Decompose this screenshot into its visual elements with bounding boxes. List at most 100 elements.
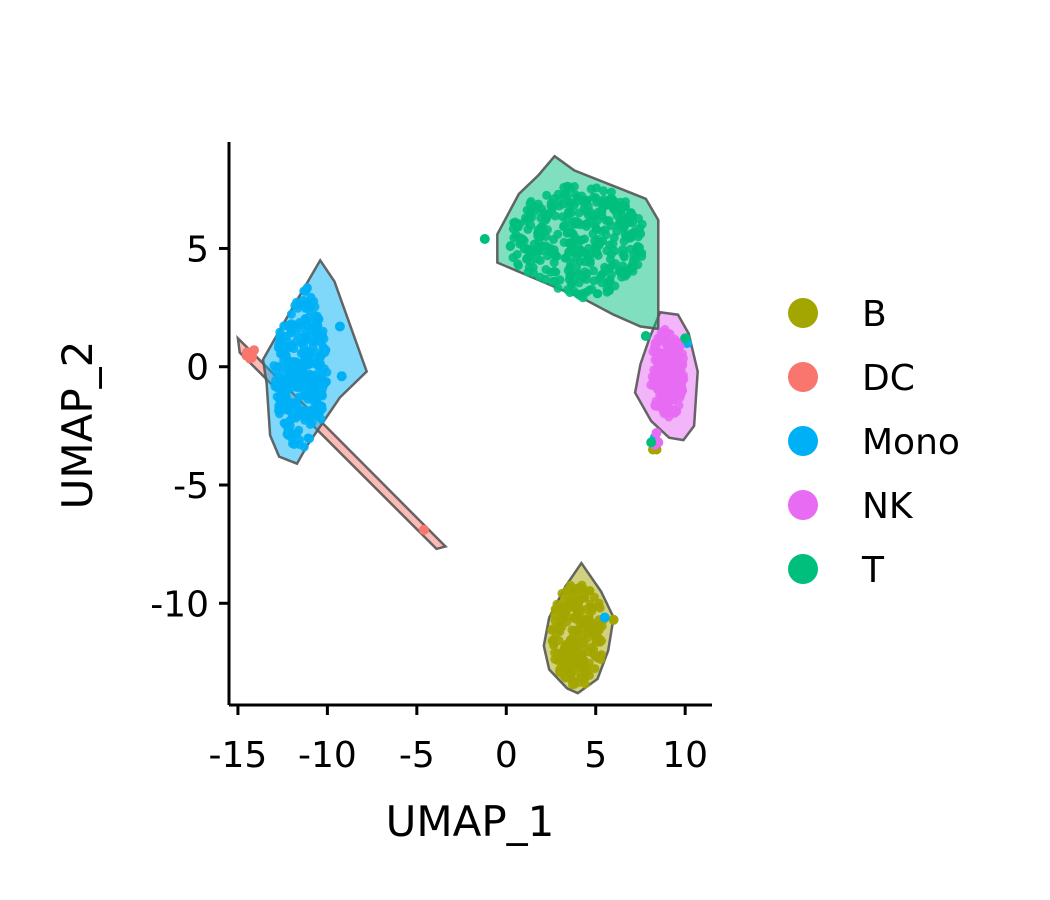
point-mono (281, 395, 291, 405)
point-t (551, 267, 561, 277)
legend-marker-dc (788, 362, 818, 392)
point-t (589, 266, 598, 276)
point-t (591, 248, 601, 258)
point-t (566, 208, 576, 218)
point-b (565, 651, 575, 661)
point-mono (318, 384, 328, 394)
point-nk (663, 367, 673, 377)
point-mono (275, 327, 285, 337)
point-t (600, 225, 610, 235)
point-mono (293, 303, 303, 313)
point-mono (315, 351, 325, 361)
point-nk (651, 428, 662, 438)
point-t (557, 212, 567, 222)
point-t (616, 205, 626, 215)
point-b (594, 598, 604, 608)
point-t (574, 208, 584, 218)
point-t (536, 213, 546, 223)
point-mono (279, 356, 289, 366)
point-t (550, 276, 560, 286)
legend-marker-mono (788, 426, 818, 456)
point-t (592, 183, 601, 193)
point-t (542, 190, 552, 200)
point-mono (321, 345, 331, 355)
point-b (590, 664, 600, 674)
point-b (550, 648, 560, 658)
point-t (532, 254, 542, 264)
point-t (593, 207, 603, 217)
point-t (680, 333, 691, 344)
point-b (577, 594, 587, 604)
point-b (574, 678, 584, 687)
point-mono (300, 336, 310, 346)
point-t (614, 219, 624, 228)
point-b (585, 620, 595, 629)
point-t (563, 285, 572, 295)
point-b (585, 599, 595, 609)
point-t (567, 239, 577, 248)
point-mono (599, 612, 610, 623)
point-mono (289, 398, 299, 407)
point-t (522, 205, 532, 215)
point-t (633, 232, 643, 242)
point-dc (249, 345, 259, 356)
point-mono (279, 368, 289, 378)
point-b (596, 655, 606, 664)
point-mono (313, 332, 322, 342)
point-b (565, 659, 575, 669)
point-t (553, 229, 563, 239)
point-t (506, 240, 516, 250)
point-t (633, 241, 643, 251)
point-mono (305, 325, 315, 335)
point-t (646, 437, 657, 448)
point-b (552, 622, 561, 632)
point-t (600, 201, 610, 211)
point-t (564, 247, 574, 257)
point-mono (299, 442, 309, 452)
point-b (569, 641, 579, 651)
legend-marker-b (788, 298, 818, 328)
y-axis-title: UMAP_2 (53, 341, 102, 510)
point-mono (272, 392, 282, 402)
point-t (566, 258, 576, 268)
point-t (619, 236, 629, 246)
point-t (606, 194, 616, 204)
point-b (576, 584, 586, 594)
point-t (541, 232, 551, 241)
point-t (628, 266, 638, 276)
point-mono (308, 384, 318, 394)
point-t (605, 254, 615, 264)
point-b (547, 636, 557, 646)
point-t (616, 268, 625, 277)
point-t (529, 246, 539, 255)
legend-label-t: T (861, 550, 885, 591)
x-tick-label: -15 (209, 735, 268, 776)
point-t (555, 194, 565, 204)
x-tick-label: 5 (584, 735, 607, 776)
point-mono (274, 406, 283, 416)
point-b (559, 607, 569, 617)
point-b (568, 631, 578, 641)
point-b (584, 612, 594, 622)
point-mono (292, 330, 302, 340)
point-nk (663, 396, 673, 406)
legend-label-b: B (862, 294, 887, 335)
point-t (612, 226, 622, 236)
point-t (592, 197, 602, 207)
point-nk (658, 357, 668, 367)
y-tick-label: 0 (186, 348, 209, 389)
point-b (591, 637, 601, 647)
point-t (580, 267, 590, 277)
point-mono (289, 404, 299, 414)
point-b (577, 650, 587, 660)
point-t (535, 272, 545, 282)
point-mono (309, 296, 319, 306)
point-t (606, 187, 616, 197)
point-t (593, 215, 603, 225)
x-tick-label: 10 (662, 735, 708, 776)
point-t (626, 208, 636, 218)
point-t (562, 228, 572, 238)
point-nk (665, 329, 675, 339)
point-dc (419, 524, 429, 535)
